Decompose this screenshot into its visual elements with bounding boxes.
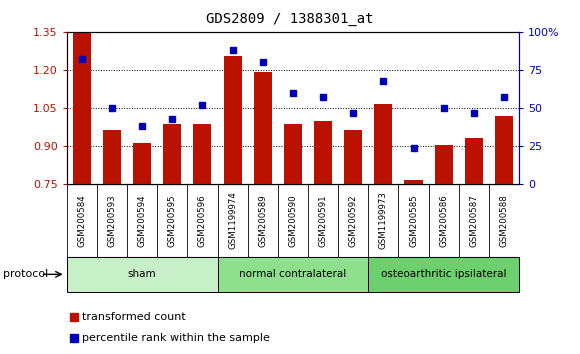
Text: GSM200592: GSM200592 [349,194,358,247]
Text: osteoarthritic ipsilateral: osteoarthritic ipsilateral [381,269,506,279]
Text: GSM200593: GSM200593 [107,194,117,247]
Text: GSM200586: GSM200586 [439,194,448,247]
Bar [103,130,121,184]
Bar [368,257,519,292]
Text: GSM200591: GSM200591 [318,194,328,247]
Bar [163,125,182,184]
Text: GSM200588: GSM200588 [499,194,509,247]
Bar [344,130,362,184]
Bar [67,257,218,292]
Bar [404,180,423,184]
Bar [193,125,212,184]
Text: sham: sham [128,269,157,279]
Bar [314,121,332,184]
Bar [465,138,483,184]
Bar [223,56,242,184]
Bar [133,143,151,184]
Bar [72,33,91,184]
Text: GSM200594: GSM200594 [137,194,147,247]
Text: GDS2809 / 1388301_at: GDS2809 / 1388301_at [206,12,374,27]
Text: GSM200590: GSM200590 [288,194,298,247]
Text: GSM200589: GSM200589 [258,194,267,247]
Bar [218,257,368,292]
Bar [253,73,272,184]
Text: normal contralateral: normal contralateral [240,269,346,279]
Text: protocol: protocol [3,269,48,279]
Text: GSM1199973: GSM1199973 [379,192,388,249]
Text: GSM1199974: GSM1199974 [228,192,237,249]
Bar [374,104,393,184]
Text: GSM200595: GSM200595 [168,194,177,247]
Text: percentile rank within the sample: percentile rank within the sample [82,333,270,343]
Text: GSM200585: GSM200585 [409,194,418,247]
Text: GSM200584: GSM200584 [77,194,86,247]
Bar [284,125,302,184]
Bar [434,145,453,184]
Text: GSM200596: GSM200596 [198,194,207,247]
Text: transformed count: transformed count [82,312,186,321]
Text: GSM200587: GSM200587 [469,194,478,247]
Bar [495,116,513,184]
